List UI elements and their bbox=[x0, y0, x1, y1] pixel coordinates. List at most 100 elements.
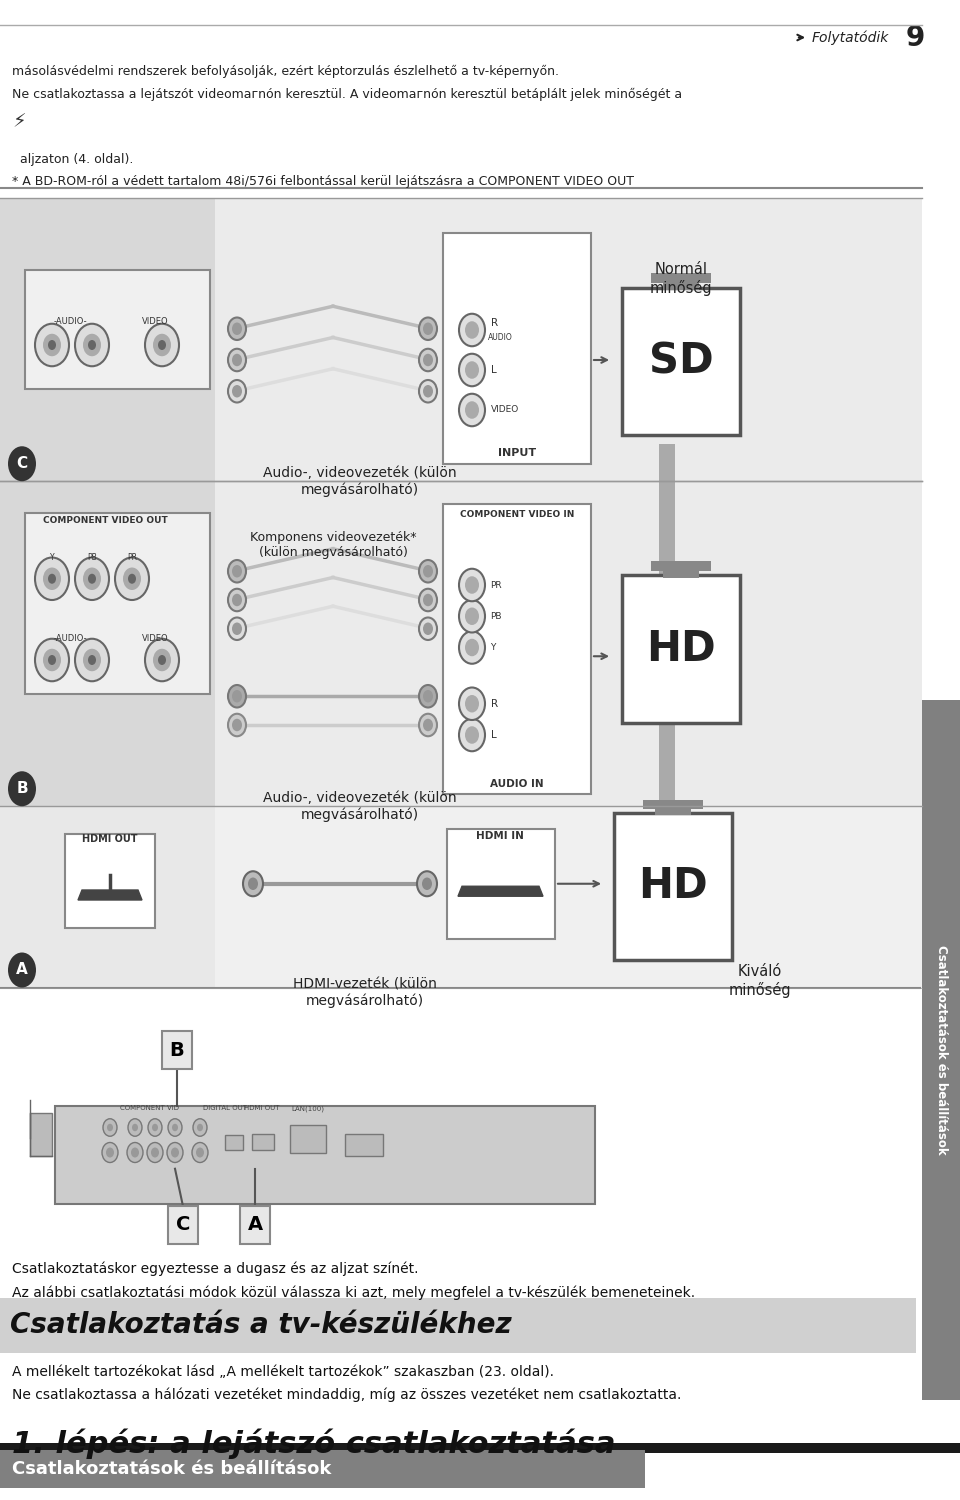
Text: * A BD-ROM-ról a védett tartalom 48i/576i felbontással kerül lejátszásra a COMPO: * A BD-ROM-ról a védett tartalom 48i/576… bbox=[12, 176, 634, 188]
Text: HDMI-vezeték (külön
megvásárolható): HDMI-vezeték (külön megvásárolható) bbox=[293, 978, 437, 1008]
Bar bbox=[663, 282, 699, 290]
Bar bbox=[655, 807, 691, 814]
Circle shape bbox=[115, 558, 149, 600]
Circle shape bbox=[465, 726, 479, 744]
Circle shape bbox=[171, 1148, 179, 1158]
Circle shape bbox=[145, 324, 179, 366]
Circle shape bbox=[193, 1119, 207, 1137]
Circle shape bbox=[48, 656, 56, 664]
Circle shape bbox=[465, 576, 479, 594]
Circle shape bbox=[147, 1143, 163, 1162]
Circle shape bbox=[423, 594, 433, 606]
Bar bbox=[162, 1032, 192, 1068]
Circle shape bbox=[196, 1148, 204, 1158]
Circle shape bbox=[228, 380, 246, 402]
Circle shape bbox=[103, 1119, 117, 1137]
Bar bbox=[614, 813, 732, 960]
Circle shape bbox=[465, 402, 479, 418]
Circle shape bbox=[465, 639, 479, 657]
Text: Csatlakoztatások és beállítások: Csatlakoztatások és beállítások bbox=[12, 1460, 331, 1478]
Text: Ne csatlakoztassa a lejátszót videomагnón keresztül. A videomагnón keresztül bet: Ne csatlakoztassa a lejátszót videomагnó… bbox=[12, 87, 683, 100]
Circle shape bbox=[107, 1124, 113, 1131]
Circle shape bbox=[167, 1143, 183, 1162]
Bar bbox=[0, 482, 215, 807]
Text: DIGITAL OUT: DIGITAL OUT bbox=[203, 1106, 247, 1112]
Text: ⚡: ⚡ bbox=[12, 112, 26, 132]
Circle shape bbox=[228, 590, 246, 612]
Bar bbox=[443, 232, 591, 464]
Bar bbox=[345, 1134, 383, 1156]
Text: Csatlakoztatások és beállítások: Csatlakoztatások és beállítások bbox=[934, 945, 948, 1155]
Circle shape bbox=[459, 600, 485, 633]
Text: Y: Y bbox=[490, 644, 495, 652]
Circle shape bbox=[148, 1119, 162, 1137]
Text: HD: HD bbox=[638, 865, 708, 907]
Circle shape bbox=[419, 350, 437, 372]
Circle shape bbox=[102, 1143, 118, 1162]
Bar bbox=[25, 270, 210, 388]
Bar bbox=[622, 574, 740, 723]
Bar bbox=[215, 482, 922, 807]
Bar bbox=[55, 1107, 595, 1203]
Text: PR: PR bbox=[490, 580, 502, 590]
Circle shape bbox=[168, 1119, 182, 1137]
Circle shape bbox=[132, 1124, 138, 1131]
Circle shape bbox=[106, 1148, 114, 1158]
Circle shape bbox=[75, 558, 109, 600]
Text: VIDEO: VIDEO bbox=[142, 633, 168, 642]
Circle shape bbox=[419, 686, 437, 708]
Circle shape bbox=[127, 1143, 143, 1162]
Text: VIDEO: VIDEO bbox=[142, 318, 168, 327]
Text: L: L bbox=[491, 730, 496, 740]
Bar bbox=[0, 1443, 960, 1452]
Bar bbox=[447, 828, 555, 939]
Circle shape bbox=[459, 314, 485, 346]
Circle shape bbox=[419, 618, 437, 640]
Circle shape bbox=[423, 690, 433, 702]
Circle shape bbox=[88, 656, 96, 664]
Text: 1. lépés: a lejátszó csatlakoztatása: 1. lépés: a lejátszó csatlakoztatása bbox=[12, 1428, 615, 1460]
Circle shape bbox=[8, 952, 36, 987]
Circle shape bbox=[459, 632, 485, 663]
Bar bbox=[290, 1125, 326, 1152]
Circle shape bbox=[43, 567, 61, 590]
Text: SD: SD bbox=[649, 340, 713, 382]
Circle shape bbox=[459, 718, 485, 752]
Circle shape bbox=[232, 566, 242, 578]
Text: C: C bbox=[16, 456, 28, 471]
Circle shape bbox=[192, 1143, 208, 1162]
Bar bbox=[0, 1450, 645, 1488]
Bar bbox=[663, 570, 699, 578]
Bar bbox=[168, 1206, 198, 1243]
Text: Csatlakoztatáskor egyeztesse a dugasz és az aljzat színét.: Csatlakoztatáskor egyeztesse a dugasz és… bbox=[12, 1262, 419, 1275]
Circle shape bbox=[75, 324, 109, 366]
Circle shape bbox=[232, 354, 242, 366]
Text: aljzaton (4. oldal).: aljzaton (4. oldal). bbox=[12, 153, 133, 165]
Circle shape bbox=[83, 648, 101, 672]
Circle shape bbox=[172, 1124, 178, 1131]
Circle shape bbox=[419, 714, 437, 736]
Bar bbox=[225, 1136, 243, 1150]
Text: 9: 9 bbox=[906, 24, 925, 51]
Bar bbox=[25, 513, 210, 693]
Text: Az alábbi csatlakoztatási módok közül válassza ki azt, mely megfelel a tv-készül: Az alábbi csatlakoztatási módok közül vá… bbox=[12, 1286, 695, 1299]
Circle shape bbox=[459, 354, 485, 387]
Circle shape bbox=[48, 340, 56, 350]
Circle shape bbox=[152, 1124, 158, 1131]
Bar bbox=[0, 807, 215, 987]
Circle shape bbox=[35, 324, 69, 366]
Bar bbox=[643, 800, 703, 808]
Circle shape bbox=[8, 447, 36, 482]
Text: VIDEO: VIDEO bbox=[491, 405, 519, 414]
Text: -AUDIO-: -AUDIO- bbox=[53, 318, 86, 327]
Text: COMPONENT VIDEO OUT: COMPONENT VIDEO OUT bbox=[42, 516, 167, 525]
Circle shape bbox=[88, 340, 96, 350]
Circle shape bbox=[465, 321, 479, 339]
Circle shape bbox=[8, 771, 36, 807]
Text: AUDIO: AUDIO bbox=[488, 333, 513, 342]
Circle shape bbox=[248, 878, 258, 890]
Text: HDMI IN: HDMI IN bbox=[476, 831, 524, 842]
Text: Audio-, videovezeték (külön
megvásárolható): Audio-, videovezeték (külön megvásárolha… bbox=[263, 466, 457, 496]
Bar bbox=[443, 504, 591, 794]
Text: R: R bbox=[491, 318, 498, 327]
